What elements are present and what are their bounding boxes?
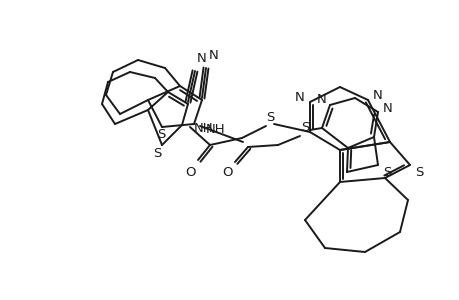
Text: NH: NH xyxy=(206,122,225,136)
Text: NH: NH xyxy=(194,122,213,134)
Text: N: N xyxy=(295,91,304,103)
Text: N: N xyxy=(372,88,382,101)
Text: N: N xyxy=(382,101,392,115)
Text: S: S xyxy=(265,110,274,124)
Text: S: S xyxy=(414,166,422,178)
Text: N: N xyxy=(209,49,218,62)
Text: S: S xyxy=(300,121,308,134)
Text: O: O xyxy=(222,167,233,179)
Text: N: N xyxy=(197,52,207,64)
Text: S: S xyxy=(382,166,390,178)
Text: N: N xyxy=(316,92,326,106)
Text: S: S xyxy=(157,128,165,140)
Text: S: S xyxy=(152,146,161,160)
Text: O: O xyxy=(185,166,196,178)
